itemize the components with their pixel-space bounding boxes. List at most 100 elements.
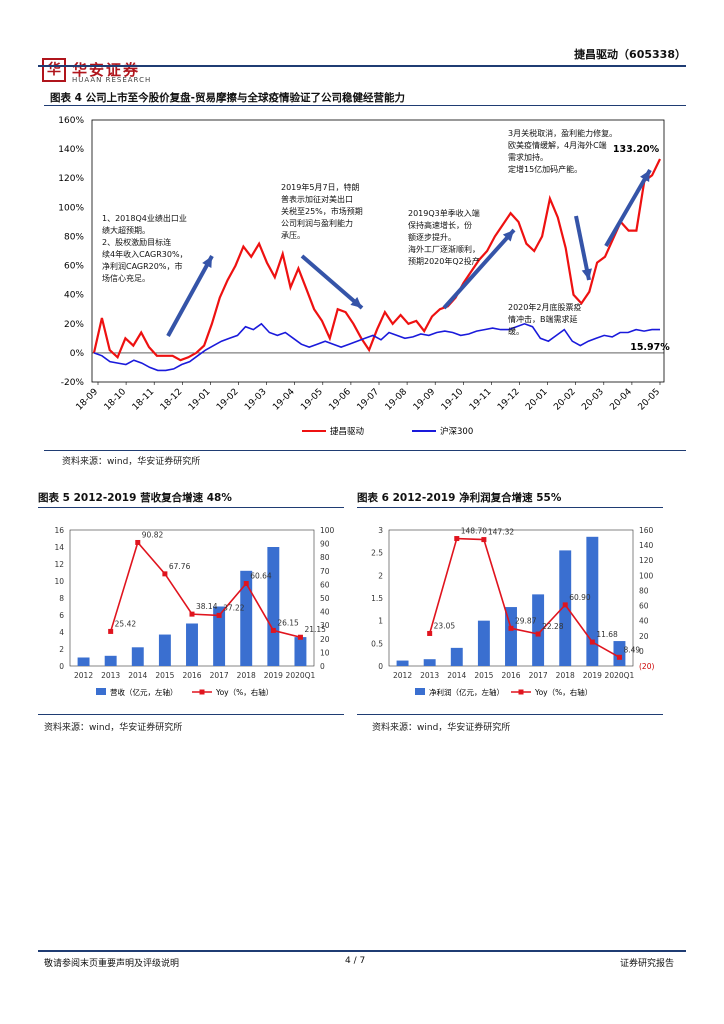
fig5-bottom-rule [38,714,344,715]
fig4-trend-arrowhead [640,170,650,182]
fig5-yoy-marker [108,628,114,634]
fig6-y-left-tick: 0.5 [371,639,383,648]
fig5-bar [77,657,90,666]
fig5-x-tick-label: 2019 [264,671,283,680]
fig5-y-right-tick: 70 [320,567,330,576]
fig5-legend-bar-label: 营收（亿元，左轴） [110,687,178,697]
fig5-y-right-tick: 0 [320,662,325,671]
footer-disclaimer: 敬请参阅末页重要声明及评级说明 [44,959,180,969]
fig6-x-tick-label: 2017 [529,671,548,680]
fig4-x-tick-label: 19-04 [271,387,297,413]
fig4-legend-blue-label: 沪深300 [440,426,473,437]
fig4-y-tick-label: -20% [61,378,85,388]
fig6-y-right-tick: 20 [639,632,649,641]
fig4-trend-arrow [442,228,516,310]
fig6-y-right-tick: 120 [639,556,654,565]
fig5-y-left-tick: 8 [59,594,64,603]
fig4-trend-arrowhead [581,268,592,280]
fig5-x-tick-label: 2017 [210,671,229,680]
fig5-bar [294,637,307,666]
fig6-y-left-tick: 0 [378,662,383,671]
fig5-y-left-tick: 12 [54,560,64,569]
fig6-y-right-tick: 140 [639,541,654,550]
fig5-bar [213,606,226,666]
fig4-bottom-rule [44,450,686,451]
fig4-x-tick-label: 19-09 [412,387,438,413]
fig6-y-right-tick: 40 [639,617,649,626]
fig4-trend-arrowhead [502,230,514,242]
fig6-yoy-marker [427,630,433,636]
fig5-x-tick-label: 2018 [237,671,256,680]
fig5-yoy-label: 60.64 [250,572,272,581]
fig6-yoy-label: 11.68 [596,630,618,639]
fig4-y-tick-label: 100% [58,203,84,213]
fig5-bar [186,623,198,666]
fig6-x-tick-label: 2019 [583,671,602,680]
footer-divider [38,950,686,952]
footer-page-number: 4 / 7 [345,956,366,966]
fig6-x-tick-label: 2018 [556,671,575,680]
fig6-yoy-marker [589,639,595,645]
fig5-yoy-marker [162,571,168,577]
fig6-x-tick-label: 2012 [393,671,412,680]
fig6-y-right-tick: 80 [639,586,649,595]
fig5-x-tick-label: 2014 [128,671,147,680]
fig4-annotation-text: 2020年2月底股票疫 [508,302,581,312]
fig4-x-tick-label: 18-09 [75,387,101,413]
fig4-series-jiechang-line [92,158,661,362]
fig4-x-tick-label: 19-06 [327,387,353,413]
fig5-y-right-tick: 20 [320,635,330,644]
fig4-y-tick-label: 160% [58,116,84,126]
fig5-legend-line-label: Yoy（%，右轴） [215,687,273,697]
fig4-x-tick-label: 19-01 [187,387,213,413]
fig4-x-tick-label: 19-02 [215,387,241,413]
fig5-y-right-tick: 80 [320,553,330,562]
fig5-y-right-tick: 10 [320,648,330,657]
fig6-bar [505,607,517,666]
fig5-y-left-tick: 0 [59,662,64,671]
fig4-x-tick-label: 19-11 [468,387,494,413]
fig6-yoy-label: 23.05 [434,621,456,630]
header-divider [38,65,686,67]
fig6-y-right-tick: 60 [639,602,649,611]
fig6-profit-chart: 0 0.5 1 1.5 2 2.5 3 (20) 0 20 40 60 80 100 120 140 160 20… [371,526,654,697]
fig4-price-chart: 160%140%120%100%80%60%40%20%0%-20%18-09 1… [58,116,670,437]
fig4-annotation-text: 保持高速增长，份 [408,220,472,230]
fig6-x-tick-label: 2014 [447,671,466,680]
fig5-yoy-marker [216,612,222,618]
fig4-trend-arrowhead [350,296,362,308]
fig4-trend-arrow [166,255,214,337]
fig4-y-tick-label: 80% [64,232,84,242]
fig5-yoy-label: 37.22 [223,603,245,612]
fig5-yoy-line [109,540,301,639]
fig5-x-tick-label: 2016 [182,671,201,680]
fig6-top-rule [357,507,663,508]
fig6-bottom-rule [357,714,663,715]
fig4-x-tick-label: 19-05 [299,387,325,413]
fig4-y-tick-label: 0% [70,349,85,359]
fig5-y-right-tick: 50 [320,594,330,603]
fig5-y-left-tick: 6 [59,611,64,620]
fig4-x-tick-label: 20-01 [524,387,550,413]
fig5-y-right-tick: 40 [320,608,330,617]
fig5-revenue-chart: 0 2 4 6 8 10 12 14 16 0 10 20 30 40 50 60 70 80 90 100 2012 2… [54,526,334,697]
fig5-x-tick-label: 2020Q1 [286,671,316,680]
fig5-yoy-marker [189,611,195,617]
fig6-x-tick-label: 2015 [474,671,493,680]
fig4-annotation-text: 海外工厂逐渐顺利， [408,244,480,254]
fig4-x-tick-label: 19-10 [440,387,466,413]
fig4-trend-arrow [300,254,364,310]
fig6-y-right-tick: (20) [639,662,654,671]
fig4-source: 资料来源：wind，华安证券研究所 [62,457,201,467]
fig4-annotation-text: 额逐步提升。 [408,232,456,242]
fig4-x-tick-label: 19-07 [356,387,382,413]
fig4-y-tick-label: 60% [64,262,84,272]
fig5-bar [131,647,144,666]
fig6-yoy-label: 60.90 [569,593,591,602]
fig5-y-left-tick: 2 [59,645,64,654]
fig4-trend-arrow [574,215,591,281]
fig5-bar [104,655,117,666]
fig5-bar [158,634,171,666]
fig5-y-right-tick: 90 [320,540,330,549]
fig4-annotation-text: 续4年收入CAGR30%， [102,249,188,259]
